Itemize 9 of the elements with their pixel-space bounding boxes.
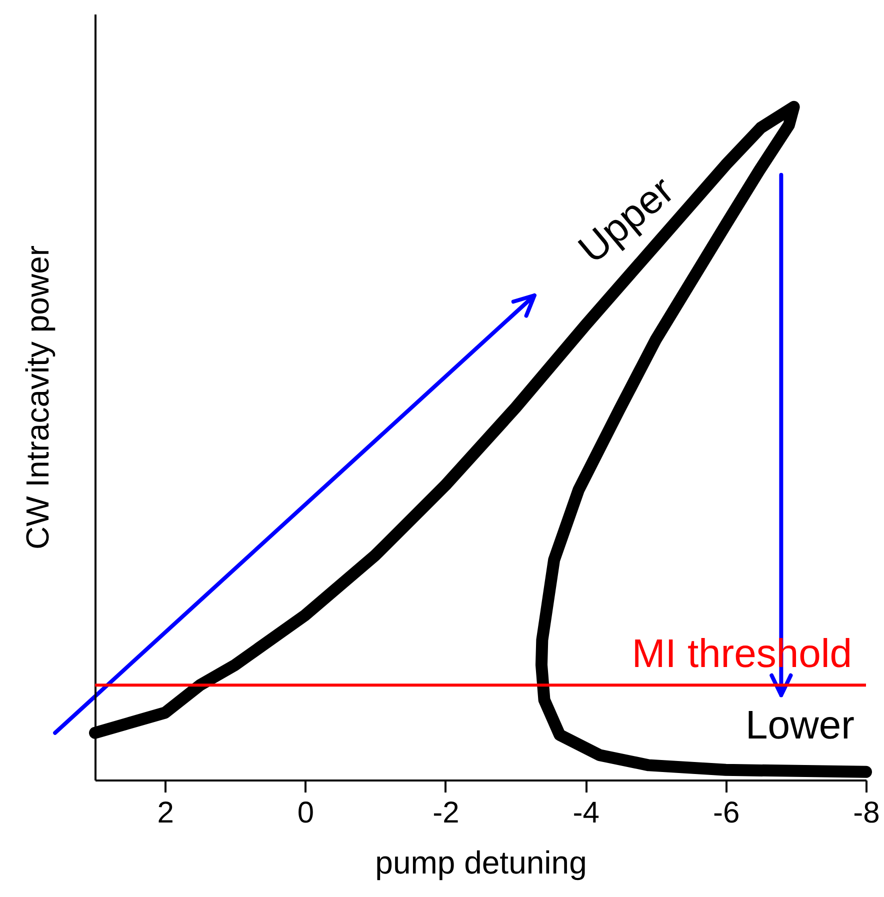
y-axis-title: CW Intracavity power — [20, 245, 56, 550]
x-tick-label: -2 — [432, 796, 460, 830]
x-tick-label: -8 — [853, 796, 880, 830]
annotation: Lower — [745, 703, 854, 748]
x-tick-label: 2 — [157, 796, 174, 830]
x-tick-label: 0 — [297, 796, 314, 830]
x-tick-label: -6 — [712, 796, 740, 830]
x-axis-title: pump detuning — [375, 844, 587, 880]
x-tick-label: -4 — [572, 796, 600, 830]
